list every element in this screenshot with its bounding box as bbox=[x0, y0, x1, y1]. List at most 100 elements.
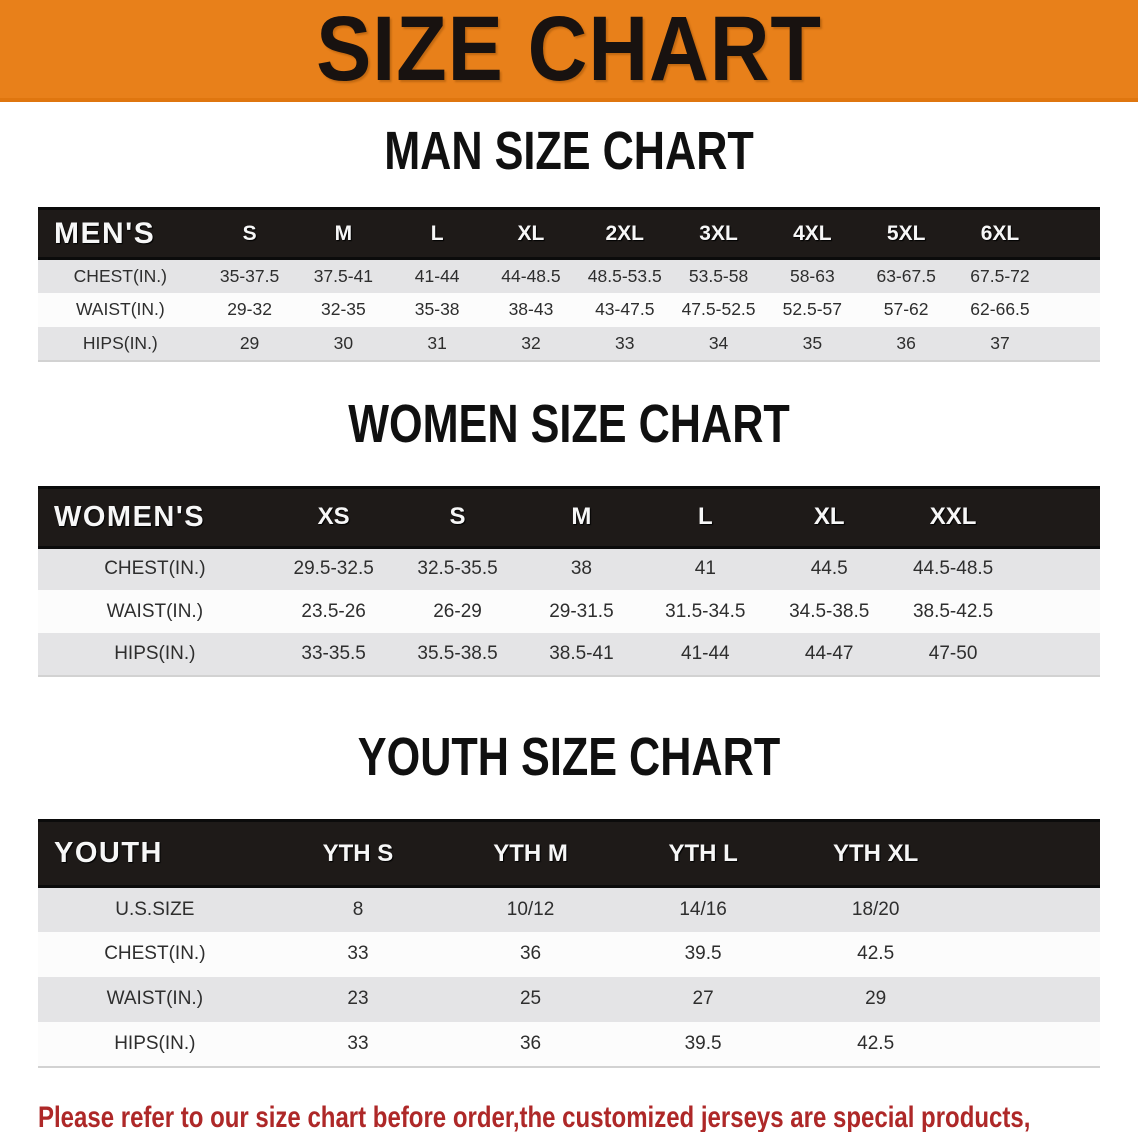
size-cell: 42.5 bbox=[857, 1032, 895, 1054]
size-cell: 26-29 bbox=[433, 600, 482, 622]
men-size-table-corner-label: MEN'S bbox=[38, 207, 203, 260]
size-cell: 31 bbox=[427, 332, 447, 353]
women-size-table: WOMEN'S XS S M L XL XXL CHEST(IN.) 29.5-32.5 32.5… bbox=[38, 485, 1100, 677]
filler-cell bbox=[1015, 547, 1100, 590]
women-chart-heading-text: WOMEN SIZE CHART bbox=[348, 393, 790, 454]
size-cell: 36 bbox=[519, 943, 542, 964]
filler-cell bbox=[962, 977, 1100, 1022]
size-cell: 37.5-41 bbox=[313, 265, 374, 286]
filler-cell bbox=[1047, 327, 1100, 361]
men-size-table-header-row: MEN'S S M L XL 2XL 3XL 4XL 5XL 6XL bbox=[38, 207, 1100, 260]
women-size-section: WOMEN SIZE CHART WOMEN'S XS S M L XL XXL CHEST(… bbox=[0, 393, 1138, 677]
column-header: L bbox=[390, 207, 485, 260]
size-cell: 41 bbox=[694, 558, 716, 580]
size-cell: 30 bbox=[333, 332, 354, 353]
column-header: XXL bbox=[891, 485, 1016, 549]
column-header: L bbox=[643, 485, 768, 549]
size-cell: 32 bbox=[521, 332, 541, 353]
filler-cell bbox=[1015, 485, 1100, 549]
size-cell: 10/12 bbox=[506, 898, 555, 920]
size-cell: 36 bbox=[896, 332, 916, 353]
youth-size-table-corner-label: YOUTH bbox=[38, 819, 272, 888]
size-cell: 38-43 bbox=[508, 299, 554, 319]
size-cell: 35 bbox=[802, 332, 823, 353]
size-cell: 32-35 bbox=[320, 299, 366, 319]
size-cell: 37 bbox=[990, 332, 1010, 353]
women-size-table-corner-label: WOMEN'S bbox=[38, 485, 272, 549]
disclaimer-text: Please refer to our size chart before or… bbox=[38, 1096, 1100, 1132]
row-label: WAIST(IN.) bbox=[75, 299, 165, 319]
size-cell: 23 bbox=[347, 988, 369, 1009]
filler-cell bbox=[962, 1022, 1100, 1067]
size-cell: 39.5 bbox=[684, 1032, 722, 1054]
size-cell: 38 bbox=[570, 558, 592, 580]
column-header: YTH XL bbox=[789, 819, 962, 888]
row-label: CHEST(IN.) bbox=[73, 265, 167, 286]
size-cell: 35-37.5 bbox=[219, 265, 280, 286]
column-header: M bbox=[296, 207, 391, 260]
size-cell: 57-62 bbox=[883, 299, 929, 319]
size-cell: 44-48.5 bbox=[501, 265, 561, 286]
size-cell: 23.5-26 bbox=[301, 600, 366, 622]
column-header: XS bbox=[271, 485, 396, 549]
size-cell: 39.5 bbox=[684, 943, 722, 964]
size-cell: 8 bbox=[352, 898, 364, 920]
column-header: S bbox=[395, 485, 520, 549]
size-cell: 52.5-57 bbox=[782, 299, 843, 319]
size-cell: 25 bbox=[519, 988, 542, 1009]
filler-cell bbox=[1047, 259, 1100, 293]
size-cell: 35.5-38.5 bbox=[417, 643, 498, 664]
table-row: U.S.SIZE 8 10/12 14/16 18/20 bbox=[38, 886, 1100, 932]
table-row: WAIST(IN.) 23 25 27 29 bbox=[38, 976, 1100, 1022]
table-row: WAIST(IN.) 29-32 32-35 35-38 38-43 43-47.5 47.… bbox=[38, 292, 1100, 327]
filler-cell bbox=[1047, 293, 1100, 327]
size-cell: 44-47 bbox=[804, 643, 854, 664]
size-cell: 48.5-53.5 bbox=[587, 265, 662, 286]
column-header: 6XL bbox=[953, 207, 1047, 260]
size-cell: 38.5-42.5 bbox=[912, 600, 994, 622]
table-row: CHEST(IN.) 35-37.5 37.5-41 41-44 44-48.5 48.5… bbox=[38, 258, 1100, 293]
size-cell: 41-44 bbox=[414, 265, 460, 286]
women-chart-heading: WOMEN SIZE CHART bbox=[38, 393, 1100, 459]
filler-cell bbox=[1015, 633, 1100, 676]
size-cell: 33-35.5 bbox=[301, 643, 366, 664]
youth-size-table-container: YOUTH YTH S YTH M YTH L YTH XL U.S.SIZE 8 10/12… bbox=[38, 819, 1100, 1068]
size-cell: 67.5-72 bbox=[970, 265, 1030, 286]
size-cell: 36 bbox=[519, 1032, 542, 1054]
men-size-table: MEN'S S M L XL 2XL 3XL 4XL 5XL 6XL CHEST(IN.) 35-37… bbox=[38, 207, 1100, 362]
size-cell: 38.5-41 bbox=[549, 643, 614, 664]
column-header: XL bbox=[484, 207, 578, 260]
column-header: YTH M bbox=[444, 819, 617, 888]
row-label: CHEST(IN.) bbox=[104, 558, 206, 580]
women-size-table-container: WOMEN'S XS S M L XL XXL CHEST(IN.) 29.5-32.5 32.5… bbox=[38, 485, 1100, 677]
size-cell: 34 bbox=[708, 332, 729, 353]
size-cell: 29-32 bbox=[227, 299, 272, 319]
table-row: CHEST(IN.) 29.5-32.5 32.5-35.5 38 41 44.5 44.5… bbox=[38, 547, 1100, 590]
youth-size-table-header-row: YOUTH YTH S YTH M YTH L YTH XL bbox=[38, 819, 1100, 888]
size-cell: 41-44 bbox=[681, 643, 730, 664]
size-cell: 35-38 bbox=[414, 299, 460, 319]
size-cell: 29 bbox=[239, 332, 260, 353]
row-label: HIPS(IN.) bbox=[114, 1032, 196, 1054]
size-cell: 33 bbox=[347, 1032, 369, 1054]
row-label: HIPS(IN.) bbox=[114, 643, 196, 664]
size-chart-banner: SIZE CHART bbox=[0, 0, 1138, 102]
column-header: 4XL bbox=[765, 207, 860, 260]
size-cell: 14/16 bbox=[679, 898, 727, 920]
men-chart-heading: MAN SIZE CHART bbox=[38, 124, 1100, 186]
size-cell: 58-63 bbox=[789, 265, 835, 286]
table-row: HIPS(IN.) 33-35.5 35.5-38.5 38.5-41 41-44 44-… bbox=[38, 633, 1100, 676]
size-cell: 27 bbox=[692, 988, 714, 1009]
size-cell: 32.5-35.5 bbox=[417, 558, 498, 580]
size-cell: 18/20 bbox=[851, 898, 900, 920]
row-label: WAIST(IN.) bbox=[106, 600, 204, 622]
women-size-table-header-row: WOMEN'S XS S M L XL XXL bbox=[38, 485, 1100, 549]
column-header: 3XL bbox=[671, 207, 766, 260]
size-cell: 29.5-32.5 bbox=[293, 558, 374, 580]
men-size-table-container: MEN'S S M L XL 2XL 3XL 4XL 5XL 6XL CHEST(IN.) 35-37… bbox=[38, 207, 1100, 362]
column-header: YTH L bbox=[616, 819, 790, 888]
size-cell: 47-50 bbox=[928, 643, 978, 664]
size-cell: 42.5 bbox=[857, 943, 895, 964]
row-label: HIPS(IN.) bbox=[82, 332, 158, 353]
row-label: WAIST(IN.) bbox=[106, 988, 204, 1009]
